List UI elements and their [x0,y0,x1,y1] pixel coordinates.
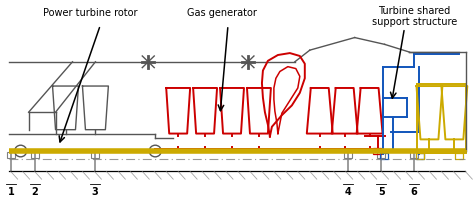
Bar [410,152,418,158]
Bar [417,153,424,159]
Text: 5: 5 [378,187,384,197]
Text: 2: 2 [31,187,38,197]
Text: Turbine shared
support structure: Turbine shared support structure [372,6,457,27]
Bar [456,153,463,159]
Text: 4: 4 [345,187,351,197]
Bar [373,148,381,154]
Bar [31,152,39,158]
Text: Gas generator: Gas generator [187,8,257,19]
Bar [380,153,388,159]
Text: 3: 3 [92,187,99,197]
Bar [7,152,15,158]
Bar [91,152,99,158]
Bar [344,152,352,158]
Bar [417,153,424,159]
Text: 6: 6 [411,187,418,197]
Text: 1: 1 [8,187,15,197]
Text: Power turbine rotor: Power turbine rotor [43,8,137,19]
Bar [377,152,385,158]
